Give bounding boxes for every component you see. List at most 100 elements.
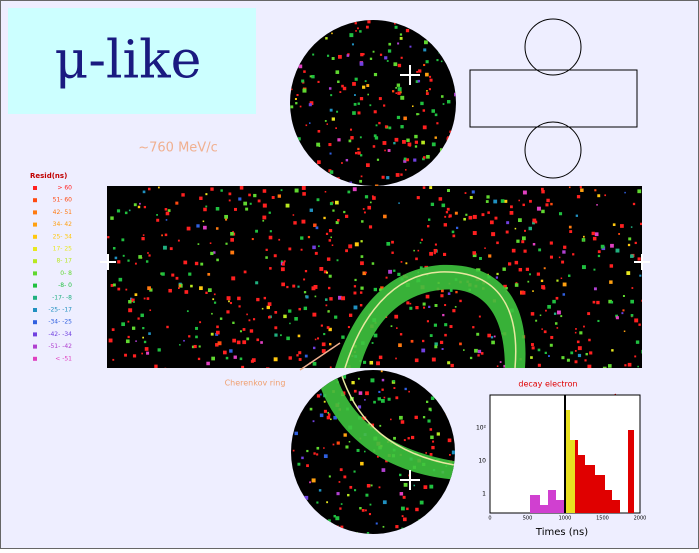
hit [384, 150, 386, 152]
hit [358, 111, 361, 114]
hit [133, 301, 135, 303]
hit [403, 496, 406, 499]
hit [496, 276, 498, 278]
hit [447, 361, 450, 364]
hit [314, 285, 318, 289]
hit [430, 79, 433, 82]
hit [473, 215, 477, 219]
hit [363, 53, 365, 55]
hit [265, 256, 268, 259]
hit [349, 441, 351, 443]
hit [432, 441, 434, 443]
hit [379, 486, 381, 488]
hit [345, 249, 348, 252]
hit [322, 342, 326, 346]
hit [328, 413, 330, 415]
hit [345, 215, 348, 218]
hit [418, 80, 421, 83]
hit [481, 352, 484, 355]
hit [165, 234, 168, 237]
hit [367, 20, 370, 23]
hit [611, 349, 613, 351]
hit [369, 513, 371, 515]
hit [156, 214, 158, 216]
hit [393, 62, 397, 66]
hit [346, 159, 348, 161]
hit [415, 416, 418, 419]
hit [323, 333, 325, 335]
hit [430, 453, 433, 456]
legend-swatch [33, 210, 37, 214]
hit [444, 223, 447, 226]
hit [229, 349, 232, 352]
hit [316, 501, 318, 503]
hit [416, 71, 418, 73]
hit [429, 88, 431, 90]
hit [479, 316, 481, 318]
hit [329, 229, 332, 232]
hit [594, 287, 597, 290]
hit [586, 353, 588, 355]
hit [317, 394, 320, 397]
hit [125, 289, 127, 291]
hit [286, 286, 288, 288]
hit [211, 313, 213, 315]
hit [396, 327, 398, 329]
hit [325, 37, 327, 39]
hit [248, 319, 250, 321]
hit [317, 447, 320, 450]
hit [253, 318, 255, 320]
hit [455, 212, 458, 215]
hit [388, 149, 391, 152]
legend-swatch [33, 223, 37, 227]
hit [395, 396, 398, 399]
hit [429, 252, 433, 256]
hit [477, 354, 479, 356]
hit [469, 216, 473, 220]
hit [315, 339, 317, 341]
hit [449, 214, 452, 217]
hit [570, 351, 573, 354]
hit [234, 208, 237, 211]
hit [450, 289, 453, 292]
hit [274, 326, 277, 329]
hit [506, 221, 509, 224]
hit [145, 347, 149, 351]
hit [323, 217, 325, 219]
hit [355, 22, 357, 24]
legend-swatch [33, 357, 37, 361]
hit [350, 129, 352, 131]
hit [329, 239, 331, 241]
hit [472, 326, 474, 328]
hit [506, 231, 509, 234]
hit [311, 75, 314, 78]
legend-swatch [33, 247, 37, 251]
hit [383, 104, 385, 106]
hit [447, 100, 450, 103]
hit [216, 207, 220, 211]
hit [405, 169, 407, 171]
hit [341, 162, 343, 164]
hit [381, 370, 383, 372]
hit [532, 346, 535, 349]
hit [154, 365, 157, 368]
hit [626, 271, 630, 275]
hit [147, 252, 149, 254]
hit [559, 257, 561, 259]
hit [393, 387, 395, 389]
hit [491, 341, 495, 345]
hit [341, 296, 345, 300]
hit [147, 297, 150, 300]
hit [343, 211, 345, 213]
hit [521, 240, 524, 243]
hit [359, 180, 362, 183]
hit [362, 509, 365, 512]
hit [230, 251, 234, 255]
hit [370, 58, 372, 60]
hit [361, 255, 364, 258]
hit [353, 471, 355, 473]
hit [360, 136, 362, 138]
hit [331, 33, 333, 35]
hit [338, 55, 342, 59]
hit [205, 193, 207, 195]
